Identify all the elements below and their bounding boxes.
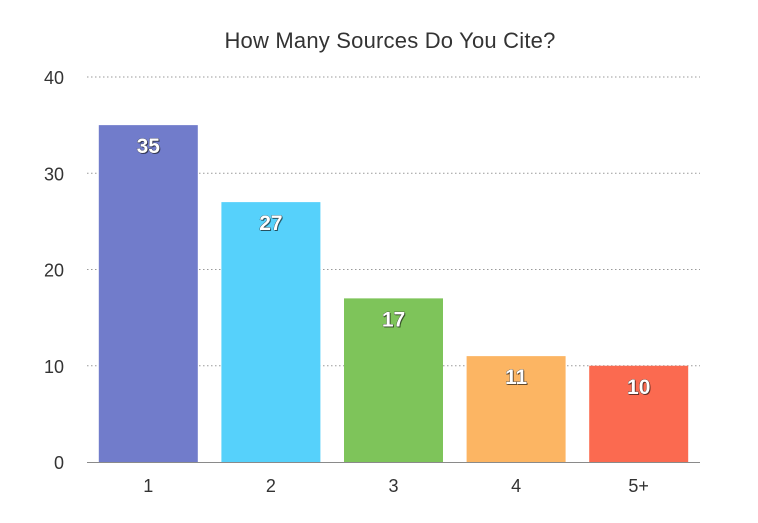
x-tick-label-3: 3 [388, 476, 398, 496]
x-tick-label-5+: 5+ [628, 476, 649, 496]
x-tick-label-2: 2 [266, 476, 276, 496]
data-label-5+: 10 [627, 376, 650, 399]
bar-5+ [589, 365, 689, 462]
bar-2 [221, 202, 321, 462]
bar-3 [344, 298, 443, 462]
y-tick-label-30: 30 [44, 164, 64, 184]
data-label-shadow-4: 11 [506, 367, 529, 390]
data-label-2: 27 [259, 212, 282, 235]
data-label-shadow-2: 27 [260, 213, 283, 236]
data-label-1: 35 [137, 135, 161, 158]
x-tick-label-1: 1 [143, 476, 153, 496]
bar-4 [466, 356, 566, 462]
data-label-3: 17 [382, 308, 405, 331]
x-tick-label-4: 4 [511, 476, 521, 496]
bar-1 [98, 125, 198, 462]
y-tick-label-40: 40 [44, 68, 64, 88]
y-tick-label-20: 20 [44, 261, 64, 281]
y-tick-label-0: 0 [54, 453, 64, 473]
chart-title: How Many Sources Do You Cite? [224, 28, 556, 53]
data-label-shadow-3: 17 [383, 309, 406, 332]
data-label-shadow-5+: 10 [628, 377, 651, 400]
data-label-4: 11 [505, 366, 528, 389]
data-label-shadow-1: 35 [138, 136, 162, 159]
y-tick-label-10: 10 [44, 357, 64, 377]
